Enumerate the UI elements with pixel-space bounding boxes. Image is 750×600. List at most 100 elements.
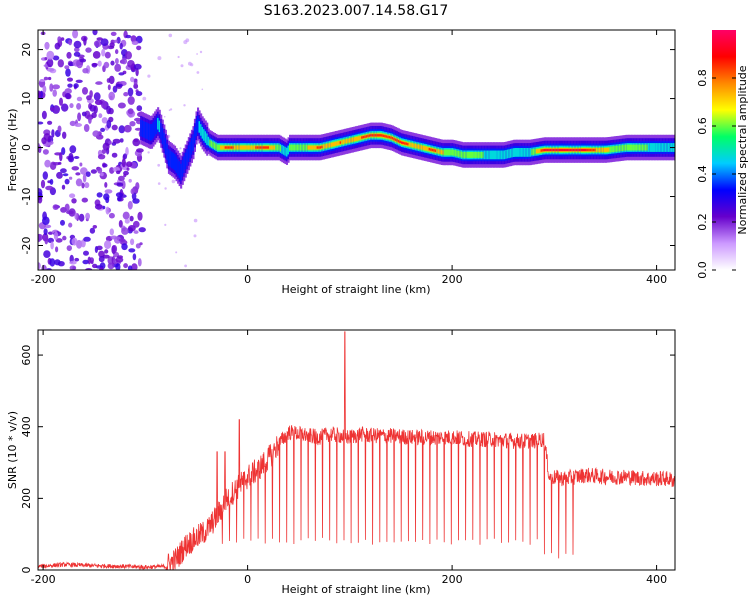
noise-blob — [85, 47, 92, 53]
spectrogram-y-tick-label: 20 — [20, 43, 33, 57]
noise-blob — [111, 245, 118, 253]
ridge-cell — [394, 138, 397, 141]
noise-blob — [127, 96, 135, 105]
ridge-cell — [243, 145, 246, 150]
noise-blob — [57, 161, 62, 165]
noise-blob — [82, 68, 89, 74]
noise-blob — [38, 233, 42, 243]
ridge-cell — [585, 149, 588, 151]
ridge-cell — [638, 144, 641, 151]
ridge-cell — [577, 149, 580, 151]
noise-blob — [64, 88, 72, 95]
noise-blob — [52, 55, 60, 61]
ridge-cell — [186, 149, 189, 166]
noise-blob — [38, 121, 44, 125]
noise-blob — [41, 110, 47, 120]
ridge-cell — [190, 138, 193, 155]
noise-blob — [92, 225, 98, 229]
noise-blob — [79, 162, 83, 167]
noise-blob — [71, 166, 80, 171]
ridge-cell — [417, 144, 420, 149]
ridge-cell — [580, 149, 583, 151]
spectrogram-y-tick-label: 10 — [20, 92, 33, 106]
ridge-cell — [555, 149, 558, 151]
noise-blob — [69, 260, 77, 265]
ridge-cell — [628, 144, 631, 151]
spectrogram-y-tick-label: -10 — [20, 188, 33, 206]
noise-blob — [82, 259, 89, 265]
ridge-cell — [407, 142, 410, 146]
ridge-cell — [348, 138, 351, 143]
ridge-cell — [226, 146, 229, 149]
ridge-cell — [482, 152, 485, 158]
ridge-cell — [597, 148, 600, 152]
ridge-cell — [635, 144, 638, 151]
noise-blob — [61, 184, 66, 190]
ridge-cell — [270, 145, 273, 150]
ridge-cell — [611, 146, 614, 153]
ridge-cell — [368, 134, 371, 137]
noise-blob — [54, 152, 62, 156]
ridge-cell — [262, 146, 265, 149]
noise-blob — [108, 212, 115, 219]
noise-blob — [135, 243, 141, 249]
ridge-cell — [241, 145, 244, 150]
ridge-cell — [632, 144, 635, 151]
snr-x-label: Height of straight line (km) — [281, 583, 430, 596]
noise-blob — [43, 228, 48, 236]
ridge-cell — [463, 152, 466, 158]
ridge-cell — [532, 148, 535, 155]
noise-blob — [116, 182, 124, 187]
noise-blob — [60, 219, 65, 226]
noise-blob — [47, 76, 52, 81]
noise-blob — [183, 104, 186, 107]
ridge-cell — [624, 144, 627, 151]
ridge-cell — [212, 141, 215, 148]
ridge-cell — [413, 143, 416, 148]
noise-blob — [75, 172, 81, 176]
noise-blob — [44, 41, 50, 50]
noise-blob — [115, 58, 119, 65]
ridge-cell — [626, 144, 629, 151]
ridge-cell — [258, 146, 261, 149]
noise-blob — [157, 56, 162, 61]
ridge-cell — [575, 149, 578, 151]
noise-blob — [42, 171, 48, 180]
snr-y-tick-label: 200 — [20, 488, 33, 509]
noise-blob — [66, 210, 74, 215]
ridge-cell — [244, 145, 247, 150]
ridge-cell — [299, 144, 302, 151]
ridge-cell — [371, 134, 374, 137]
ridge-cell — [289, 144, 292, 151]
noise-blob — [82, 173, 87, 183]
noise-blob — [127, 87, 134, 97]
ridge-cell — [551, 149, 554, 151]
noise-blob — [92, 30, 98, 36]
noise-blob — [59, 97, 63, 106]
ridge-cell — [477, 152, 480, 158]
ridge-cell — [387, 135, 390, 139]
ridge-cell — [485, 150, 488, 160]
ridge-cell — [528, 148, 531, 157]
ridge-cell — [229, 146, 232, 149]
ridge-cell — [253, 145, 256, 150]
ridge-cell — [151, 123, 154, 141]
ridge-cell — [480, 152, 483, 158]
ridge-cell — [276, 144, 279, 151]
ridge-cell — [511, 148, 514, 158]
ridge-cell — [546, 149, 549, 151]
noise-blob — [52, 204, 59, 211]
ridge-cell — [178, 161, 181, 178]
ridge-cell — [218, 144, 221, 151]
ridge-cell — [174, 154, 177, 171]
ridge-cell — [313, 145, 316, 150]
noise-blob — [175, 251, 178, 254]
ridge-cell — [161, 127, 164, 145]
noise-blob — [67, 77, 73, 82]
ridge-cell — [542, 149, 545, 152]
ridge-cell — [539, 148, 542, 153]
ridge-cell — [637, 144, 640, 151]
ridge-cell — [488, 150, 491, 160]
ridge-cell — [338, 141, 341, 145]
ridge-cell — [177, 158, 180, 176]
